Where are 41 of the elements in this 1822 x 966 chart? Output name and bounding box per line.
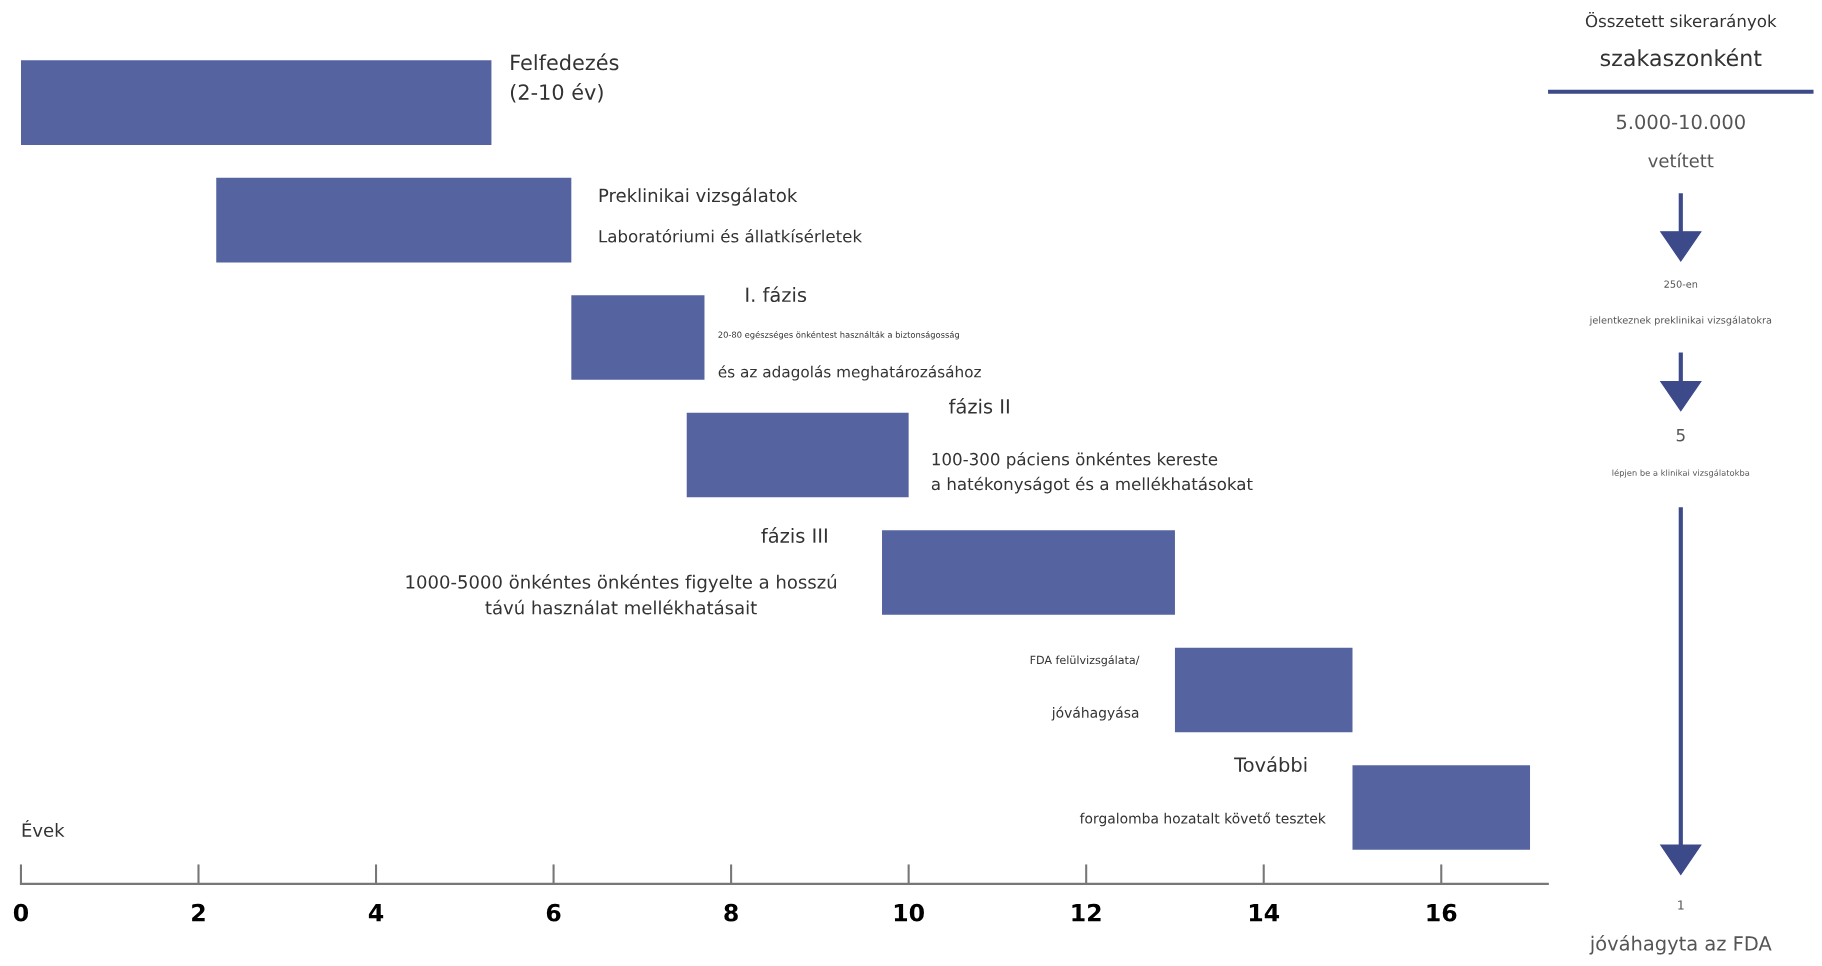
x-tick-label: 0 [13,903,29,922]
x-tick-label: 4 [368,904,384,922]
x-tick-label: 12 [1072,903,1101,922]
x-tick-label: 8 [724,903,738,922]
x-tick-label: 16 [1427,903,1457,922]
annotation: és az adagolás meghatározásához [718,365,981,381]
text: Összetett sikerarányok [1585,11,1777,31]
annotation: 100-300 páciens önkéntes kereste a hatékonyságot és a mellékhatásokat [931,451,1253,494]
annotation: fázis III [761,527,827,543]
text: jóváhagyta az FDA [1589,934,1772,955]
text: szakaszonként [1600,48,1762,67]
bar [1174,647,1353,733]
annotation: Laboratóriumi és állatkísérletek [599,228,863,243]
annotation: 20-80 egészséges önkéntest használták a biztonságosság [718,331,959,340]
x-tick-label: 10 [894,903,924,922]
bar [20,60,492,145]
text: 1 [1678,900,1684,910]
bar [686,412,909,498]
annotation: FDA felülvizsgálata/ [1030,655,1140,667]
annotation: További [1234,756,1307,773]
annotation: Felfedezés (2-10 év) [510,53,619,103]
x-tick-label: 6 [546,903,561,922]
annotation: Preklinikai vizsgálatok [599,187,798,206]
text: 5 [1676,429,1685,442]
annotation: 1000-5000 önkéntes önkéntes figyelte a hosszú távú használat mellékhatásait [406,574,836,615]
text: 5.000-10.000 [1616,114,1745,130]
bar [571,295,705,380]
x-tick-label: 2 [192,903,205,922]
annotation: I. fázis [746,286,807,303]
bar [1352,765,1531,850]
bar [882,530,1175,615]
bar [216,177,572,263]
text: vetített [1648,152,1714,168]
x-axis-title: Évek [22,820,65,838]
text: lépjen be a klinikai vizsgálatokba [1612,469,1750,478]
annotation: fázis II [949,397,1009,414]
text: 250-en [1664,280,1698,288]
text: jelentkeznek preklinikai vizsgálatokra [1589,315,1772,326]
annotation: forgalomba hozatalt követő tesztek [1079,812,1326,827]
x-tick-label: 14 [1249,904,1280,922]
annotation: jóváhagyása [1051,706,1139,721]
